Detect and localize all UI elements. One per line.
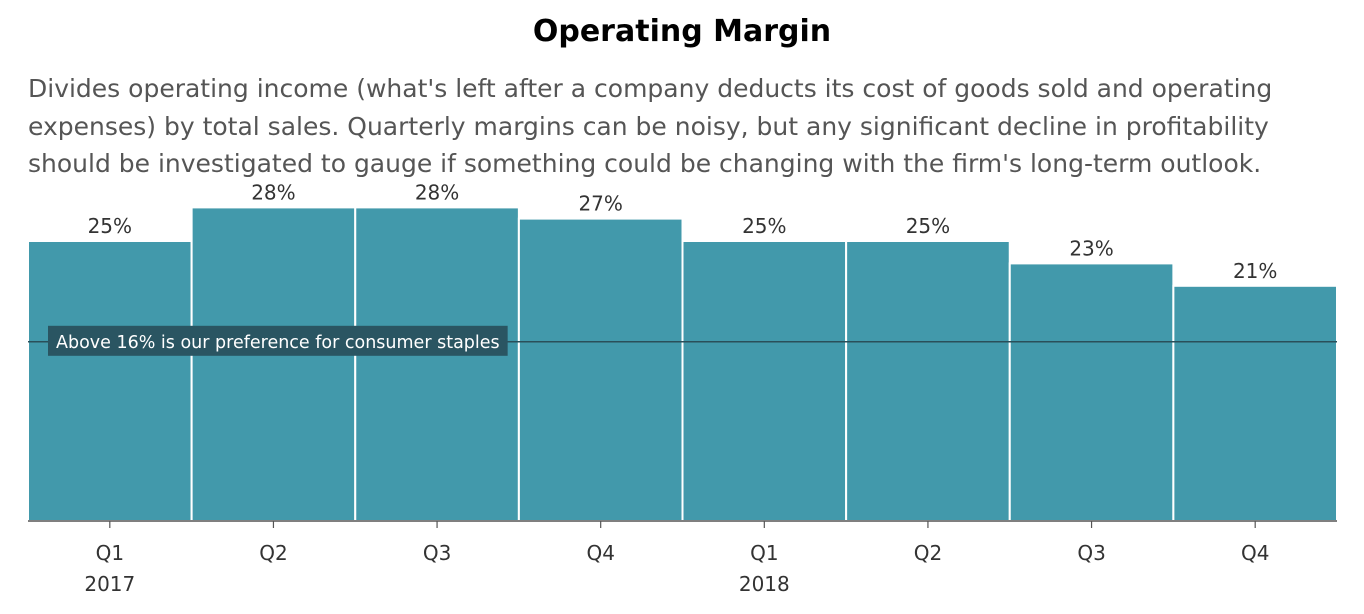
bar-value-label: 25% <box>742 214 786 238</box>
bar-value-label: 25% <box>906 214 950 238</box>
reference-label-background <box>48 325 508 356</box>
bar-1 <box>27 240 193 522</box>
reference-label: Above 16% is our preference for consumer… <box>56 333 500 353</box>
year-label: 2017 <box>84 572 135 596</box>
bar-value-label: 28% <box>415 180 459 204</box>
bar-5 <box>681 240 848 522</box>
x-tick-label: Q4 <box>1241 541 1269 565</box>
bars-group <box>27 206 1338 522</box>
bar-2 <box>190 206 357 522</box>
bar-value-label: 28% <box>251 180 295 204</box>
bar-value-label: 23% <box>1069 236 1113 260</box>
chart-subtitle: Divides operating income (what's left af… <box>28 74 1273 178</box>
x-tick-label: Q1 <box>750 541 778 565</box>
x-tick-label: Q3 <box>1077 541 1105 565</box>
chart-title: Operating Margin <box>532 14 832 49</box>
x-tick-label: Q1 <box>96 541 124 565</box>
year-labels-group: 2017 2018 <box>84 572 789 596</box>
reference-line-group: Above 16% is our preference for consumer… <box>28 325 1337 356</box>
year-label: 2018 <box>739 572 790 596</box>
x-ticks-group <box>109 521 1256 528</box>
bar-4 <box>517 217 684 522</box>
x-tick-labels-group: Q1 Q2 Q3 Q4 Q1 Q2 Q3 Q4 <box>96 541 1270 565</box>
bar-7 <box>1008 262 1175 522</box>
x-tick-label: Q3 <box>423 541 451 565</box>
bar-value-label: 25% <box>88 214 132 238</box>
bar-value-label: 21% <box>1233 259 1277 283</box>
bar-3 <box>354 206 520 522</box>
bar-value-label: 27% <box>578 192 622 216</box>
bar-8 <box>1172 284 1338 522</box>
bar-labels-group: 25% 28% 28% 27% 25% 25% 23% 21% <box>88 180 1278 282</box>
x-tick-label: Q4 <box>586 541 614 565</box>
x-tick-label: Q2 <box>914 541 942 565</box>
x-tick-label: Q2 <box>259 541 287 565</box>
bar-6 <box>845 240 1011 522</box>
